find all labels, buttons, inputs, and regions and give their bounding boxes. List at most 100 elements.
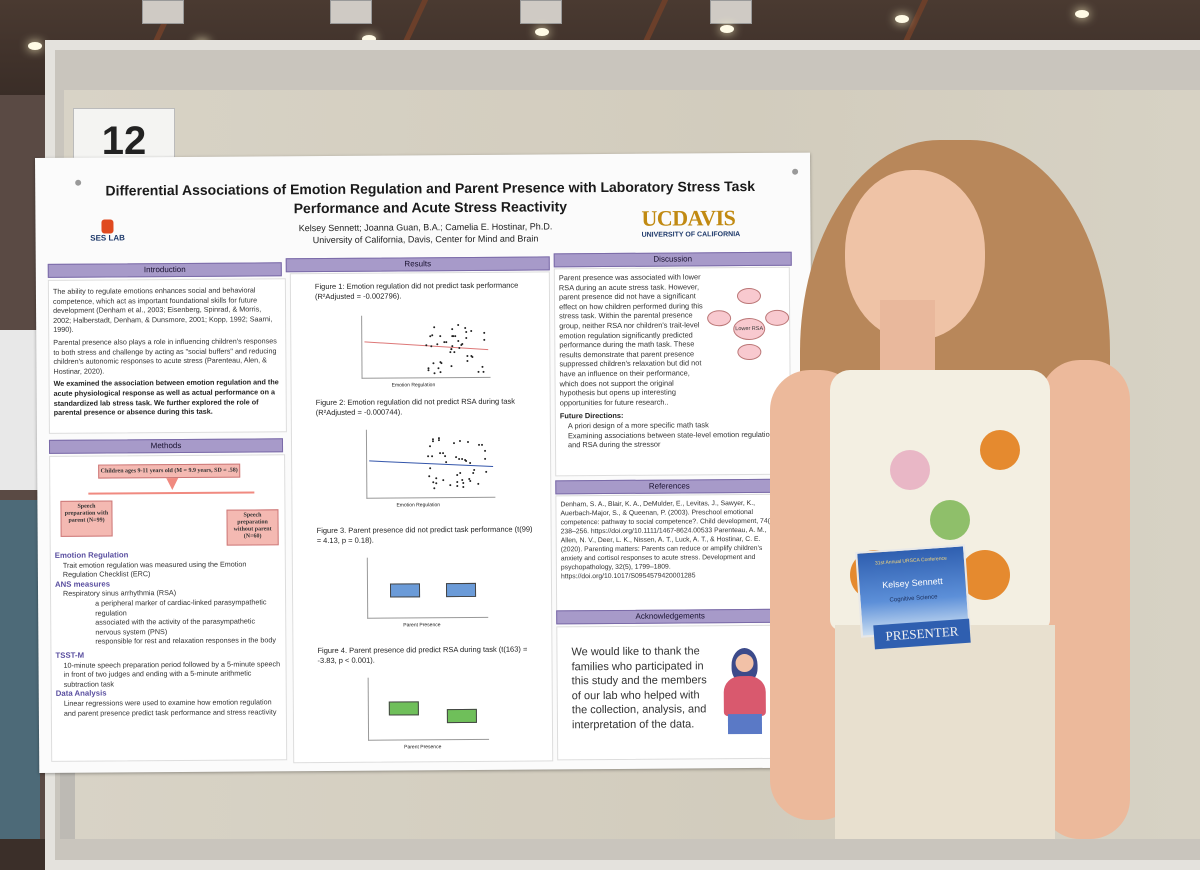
- flow-box-without-parent: Speech preparation without parent (N=60): [226, 509, 279, 546]
- scatter-point: [473, 468, 476, 471]
- ses-lab-label: SES LAB: [90, 233, 125, 243]
- intro-bullet: We examined the association between emot…: [53, 377, 279, 417]
- methods-panel: Children ages 9-11 years old (M = 9.9 ye…: [49, 454, 288, 762]
- boxplot-box: [445, 582, 477, 598]
- ceiling-vent: [520, 0, 562, 24]
- figure-4-boxplot: [367, 676, 490, 741]
- scatter-point: [431, 455, 434, 458]
- illustration-face: [735, 653, 754, 673]
- scatter-point: [460, 343, 463, 346]
- methods-subitem: responsible for rest and relaxation resp…: [95, 635, 276, 646]
- figure-1-xlabel: Emotion Regulation: [391, 382, 436, 389]
- scatter-point: [429, 467, 432, 470]
- figure-4-caption: Figure 4. Parent presence did predict RS…: [317, 644, 528, 665]
- boxplot-box: [388, 701, 419, 716]
- acknowledgements-text: We would like to thank the families who …: [571, 645, 707, 731]
- illustration-legs: [727, 713, 763, 735]
- ceiling-vent: [710, 0, 752, 24]
- scatter-point: [461, 478, 464, 481]
- scatter-point: [465, 330, 468, 333]
- scatter-point: [464, 460, 467, 463]
- ceiling-light: [535, 28, 549, 36]
- scatter-point: [427, 475, 430, 478]
- scatter-point: [449, 350, 452, 353]
- ceiling-light: [1075, 10, 1089, 18]
- scatter-point: [459, 472, 462, 475]
- uc-davis-logo: UCDAVIS UNIVERSITY OF CALIFORNIA: [641, 205, 771, 239]
- flower-pattern: [980, 430, 1020, 470]
- scatter-point: [442, 341, 446, 344]
- scatter-point: [427, 369, 430, 372]
- future-direction-item: Examining associations between state-lev…: [567, 429, 774, 450]
- background-person: [0, 500, 40, 839]
- methods-subitem: associated with the activity of the para…: [95, 616, 256, 637]
- scatter-point: [469, 329, 472, 332]
- scatter-point: [472, 471, 475, 474]
- figure-2-scatterplot: [365, 428, 496, 499]
- flow-arrow-down: [166, 478, 179, 491]
- diagram-center-bubble: Lower RSA: [733, 317, 766, 341]
- intro-bullet: Parental presence also plays a role in i…: [53, 336, 277, 376]
- methods-text: Emotion Regulation Trait emotion regulat…: [55, 549, 282, 718]
- scatter-point: [452, 334, 455, 337]
- scatter-point: [437, 437, 440, 440]
- figure-3-xlabel: Parent Presence: [403, 622, 441, 629]
- scatter-point: [439, 334, 442, 338]
- diagram-bubble: [736, 287, 762, 305]
- section-header-results: Results: [285, 256, 550, 273]
- research-poster: SES LAB Differential Associations of Emo…: [35, 152, 815, 773]
- boxplot-box: [389, 583, 421, 598]
- section-header-acknowledgements: Acknowledgements: [556, 608, 785, 625]
- scatter-point: [444, 340, 447, 343]
- flow-box-with-parent: Speech preparation with parent (N=99): [60, 500, 113, 537]
- poster-authors: Kelsey Sennett; Joanna Guan, B.A.; Camel…: [215, 220, 635, 247]
- scatter-point: [483, 339, 486, 342]
- scatter-point: [469, 480, 472, 483]
- scatter-point: [465, 337, 468, 340]
- methods-item: Trait emotion regulation was measured us…: [62, 559, 247, 580]
- ses-lab-mark: [101, 219, 114, 234]
- scatter-point: [430, 334, 433, 337]
- scatter-point: [456, 480, 459, 483]
- scatter-point: [461, 482, 464, 485]
- scatter-point: [428, 444, 431, 447]
- neck: [880, 300, 935, 370]
- scatter-point: [480, 444, 483, 447]
- introduction-text: The ability to regulate emotions enhance…: [47, 278, 287, 434]
- scatter-point: [452, 442, 455, 445]
- scatter-point: [453, 351, 456, 354]
- ceiling-light: [362, 35, 376, 43]
- scatter-point: [432, 440, 435, 443]
- scatter-point: [436, 342, 439, 345]
- figure-3-caption: Figure 3. Parent presence did not predic…: [316, 524, 533, 545]
- scatter-point: [456, 485, 459, 488]
- methods-subitem: a peripheral marker of cardiac-linked pa…: [95, 597, 267, 618]
- scatter-point: [434, 482, 437, 485]
- discussion-panel: Parent presence was associated with lowe…: [553, 266, 792, 477]
- scatter-point: [433, 325, 436, 328]
- scatter-point: [462, 486, 465, 489]
- scatter-point: [482, 371, 485, 374]
- figure-2-caption: Figure 2: Emotion regulation did not pre…: [315, 396, 516, 417]
- scatter-point: [437, 367, 440, 370]
- scatter-point: [458, 439, 461, 442]
- scatter-point: [433, 486, 436, 489]
- board-leg: [60, 760, 75, 839]
- right-arm: [1040, 360, 1130, 839]
- scatter-point: [460, 458, 463, 461]
- figure-4-xlabel: Parent Presence: [404, 744, 442, 751]
- scatter-point: [437, 439, 440, 442]
- family-illustration: [717, 647, 776, 736]
- scatter-point: [457, 324, 460, 327]
- scatter-point: [432, 481, 435, 484]
- discussion-text: Parent presence was associated with lowe…: [558, 272, 703, 408]
- illustration-body: [723, 675, 766, 717]
- scatter-point: [450, 347, 453, 350]
- section-header-references: References: [555, 478, 784, 495]
- flower-pattern: [960, 550, 1010, 600]
- section-header-methods: Methods: [48, 438, 284, 454]
- flower-pattern: [930, 500, 970, 540]
- flow-arrow: [88, 491, 255, 495]
- badge-name: Kelsey Sennett: [881, 575, 943, 591]
- scatter-point: [441, 451, 444, 454]
